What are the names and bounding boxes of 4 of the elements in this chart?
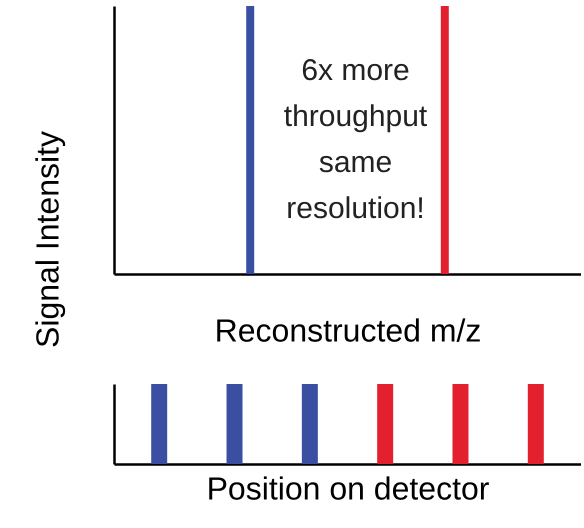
y-axis-title: Signal Intensity [30,130,66,348]
x-axis-title: Position on detector [206,470,490,506]
x-axis-title: Reconstructed m/z [214,312,482,348]
annotation: 6x more throughput same resolution! [284,54,428,225]
